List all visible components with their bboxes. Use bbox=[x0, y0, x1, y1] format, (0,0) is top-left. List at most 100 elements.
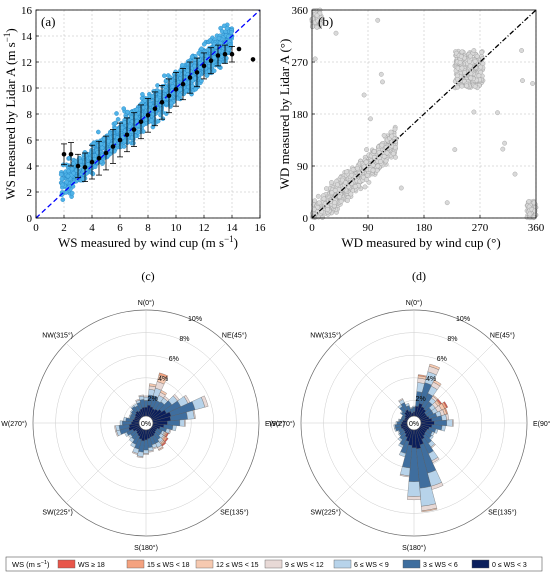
wd-point bbox=[452, 147, 458, 153]
rose-ring-label: 6% bbox=[169, 356, 179, 363]
legend-item-label: 6 ≤ WS < 9 bbox=[354, 562, 389, 569]
rose-wedge bbox=[452, 419, 454, 427]
rose-direction-label: SW(225°) bbox=[310, 508, 340, 516]
wd-point bbox=[459, 65, 465, 71]
wd-point bbox=[520, 78, 525, 84]
rose-ring-label: 0% bbox=[141, 421, 151, 428]
rose-ring-label: 10% bbox=[188, 316, 202, 323]
panel-b-scatter-wd: 0 90 180 270 360 0 90 180 270 360 (b) WD measured… bbox=[277, 5, 545, 250]
y-tick-label: 360 bbox=[292, 5, 309, 17]
wd-point bbox=[444, 200, 450, 206]
legend-swatch bbox=[471, 559, 490, 569]
binned-mean-point bbox=[96, 155, 102, 161]
wd-point bbox=[512, 171, 518, 177]
wd-point bbox=[500, 146, 506, 152]
wd-point bbox=[311, 8, 317, 14]
binned-mean-point bbox=[145, 113, 151, 118]
ws-point bbox=[211, 68, 217, 74]
rose-direction-label: SE(135°) bbox=[488, 508, 516, 516]
ws-point bbox=[131, 140, 136, 146]
y-tick-label: 8 bbox=[27, 109, 33, 121]
wd-point bbox=[459, 83, 465, 89]
wd-point bbox=[315, 18, 321, 24]
binned-mean-point bbox=[215, 53, 221, 58]
rose-wedge bbox=[184, 419, 186, 427]
rose-wedge bbox=[179, 419, 185, 427]
ws-point bbox=[82, 159, 87, 165]
wd-point bbox=[495, 110, 500, 116]
wd-point bbox=[315, 193, 321, 199]
rose-wedge bbox=[409, 407, 413, 409]
y-tick-label: 12 bbox=[21, 57, 32, 69]
wd-point bbox=[531, 200, 537, 206]
rose-wedge bbox=[432, 379, 442, 387]
wd-point bbox=[526, 198, 532, 204]
wd-point bbox=[378, 71, 384, 77]
panel-a-binned-means bbox=[61, 44, 256, 183]
wd-point bbox=[352, 174, 358, 180]
ws-point bbox=[139, 112, 144, 117]
wd-point bbox=[479, 49, 484, 55]
wd-point bbox=[310, 24, 315, 29]
panel-b-label: (b) bbox=[318, 14, 333, 29]
panel-b-xlabel: WD measured by wind cup (°) bbox=[341, 235, 500, 250]
wd-point bbox=[343, 180, 349, 186]
binned-mean-point bbox=[138, 119, 144, 125]
ws-point bbox=[58, 172, 64, 177]
rose-direction-label: E(90°) bbox=[533, 420, 550, 428]
ws-point bbox=[96, 129, 101, 135]
legend-title: WS (m s−1) bbox=[12, 560, 50, 569]
ws-point bbox=[119, 125, 125, 131]
rose-wedge bbox=[434, 428, 439, 434]
ws-point bbox=[140, 92, 145, 97]
rose-wedge bbox=[395, 421, 398, 425]
wd-point bbox=[388, 129, 394, 135]
ws-point bbox=[190, 83, 195, 89]
ws-point bbox=[99, 145, 105, 151]
binned-mean-point bbox=[173, 87, 179, 92]
ws-point bbox=[224, 25, 230, 31]
x-tick-label: 10 bbox=[171, 222, 183, 234]
panel-a-xlabel: WS measured by wind cup (m s−1) bbox=[58, 234, 238, 250]
wd-point bbox=[392, 126, 398, 132]
panel-b-ylabel: WD measured by Lidar A (°) bbox=[277, 39, 292, 190]
rose-wedge bbox=[158, 446, 164, 451]
ws-point bbox=[149, 118, 154, 123]
rose-wedge bbox=[138, 394, 144, 397]
wd-point bbox=[316, 214, 321, 220]
rose-direction-label: S(180°) bbox=[402, 544, 426, 552]
wd-point bbox=[378, 159, 383, 165]
ws-point bbox=[201, 41, 207, 47]
rose-ring-label: 2% bbox=[416, 396, 426, 403]
ws-point bbox=[66, 168, 71, 174]
wd-point bbox=[321, 196, 327, 202]
rose-wedge bbox=[143, 453, 149, 455]
rose-direction-label: NE(45°) bbox=[222, 332, 247, 340]
wd-point bbox=[398, 185, 404, 191]
legend-swatch bbox=[264, 559, 283, 569]
wd-point bbox=[458, 54, 464, 59]
rose-ring-label: 4% bbox=[158, 376, 168, 383]
rose-wedge bbox=[114, 425, 117, 432]
wd-point bbox=[364, 177, 369, 183]
wd-point bbox=[476, 73, 482, 79]
binned-mean-point bbox=[187, 75, 193, 80]
legend-swatch bbox=[333, 559, 352, 569]
binned-mean-point bbox=[110, 144, 116, 149]
x-tick-label: 270 bbox=[472, 222, 489, 234]
panel-a-scatter-ws: 0 2 4 6 8 10 12 14 16 0 2 4 6 8 10 12 14 16 (a) WS measur… bbox=[2, 5, 266, 250]
rose-ring-label: 6% bbox=[437, 356, 447, 363]
wd-point bbox=[325, 206, 330, 212]
rose-ring-label: 8% bbox=[447, 336, 457, 343]
x-tick-label: 2 bbox=[61, 222, 67, 234]
ws-point bbox=[226, 47, 231, 52]
ws-point bbox=[210, 63, 215, 69]
rose-wedge bbox=[160, 390, 167, 396]
wd-point bbox=[370, 167, 376, 173]
x-tick-label: 0 bbox=[309, 222, 315, 234]
binned-mean-point bbox=[180, 81, 186, 87]
wd-point bbox=[527, 211, 533, 217]
binned-mean-point bbox=[61, 152, 67, 157]
y-tick-label: 16 bbox=[21, 5, 33, 17]
